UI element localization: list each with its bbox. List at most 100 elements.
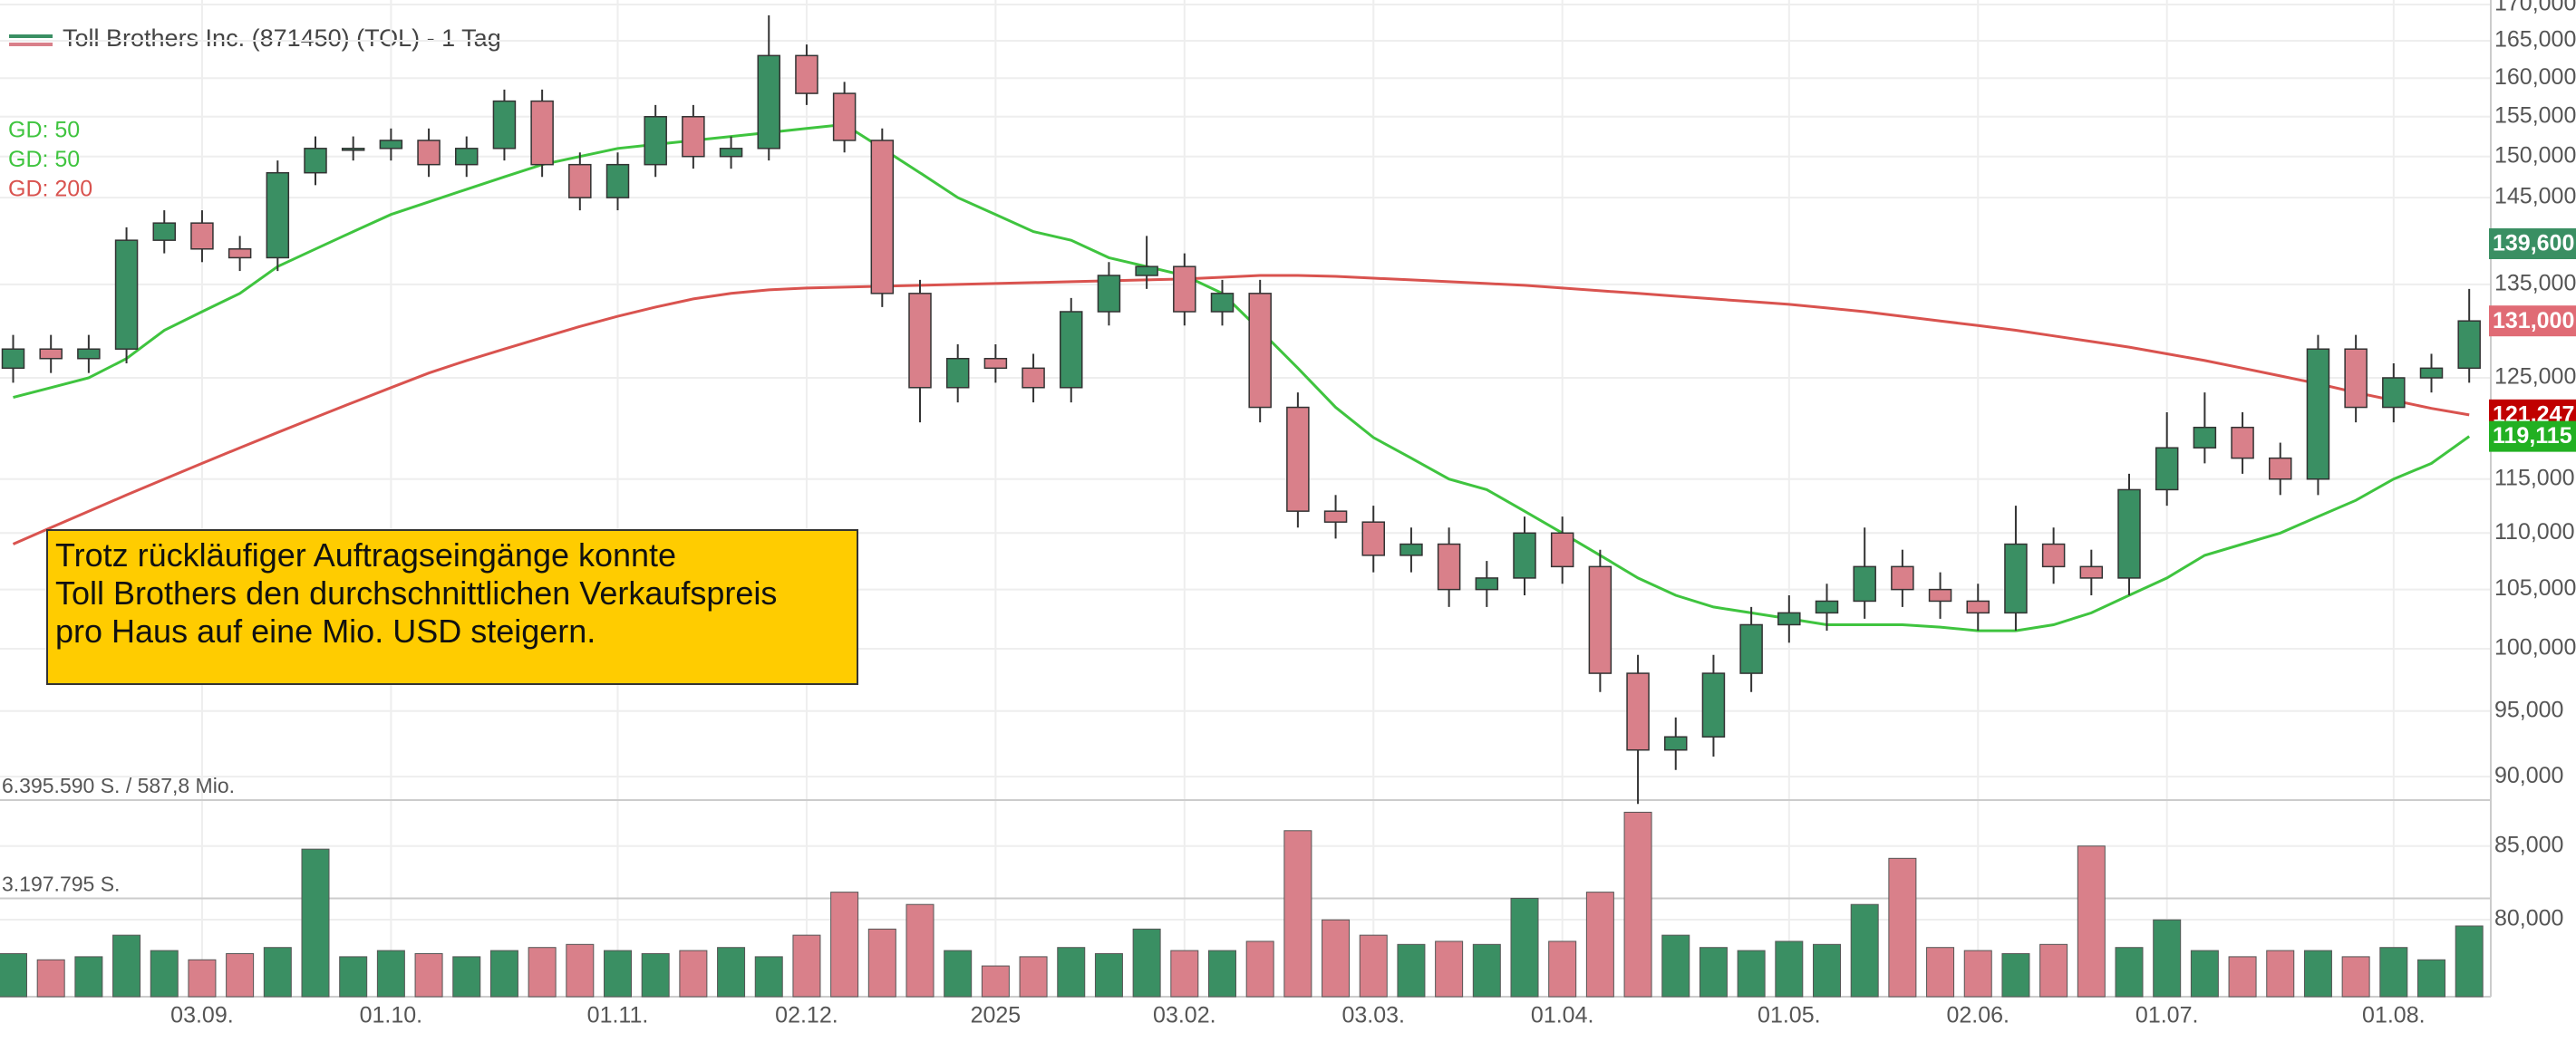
candle-body <box>1550 532 1574 568</box>
x-tick-label: 01.04. <box>1531 1003 1594 1028</box>
volume-bar <box>1397 943 1426 998</box>
volume-bar <box>414 952 443 998</box>
volume-bar <box>1435 941 1464 998</box>
volume-bar <box>1850 903 1879 998</box>
y-tick-label: 155,000 <box>2494 102 2576 128</box>
x-tick-label: 03.03. <box>1341 1003 1405 1028</box>
volume-bar <box>36 959 65 998</box>
candle-body <box>795 54 818 94</box>
volume-bar <box>452 956 481 998</box>
volume-bar <box>566 943 595 998</box>
volume-bar <box>150 950 179 998</box>
candle-body <box>1588 565 1612 674</box>
volume-bar <box>263 947 292 998</box>
candle-body <box>379 140 403 150</box>
volume-bar <box>1813 943 1841 998</box>
volume-bar <box>1737 950 1766 998</box>
volume-bar <box>2266 950 2295 998</box>
candle-body <box>1361 521 1385 556</box>
volume-bar <box>1548 941 1577 998</box>
volume-bar <box>339 956 368 998</box>
candle-body <box>190 222 214 250</box>
annotation-line: pro Haus auf eine Mio. USD steigern. <box>55 613 596 650</box>
price-tag-label: 131,000 <box>2493 308 2574 333</box>
x-tick-label: 01.07. <box>2135 1003 2199 1028</box>
volume-bar <box>2115 947 2144 998</box>
volume-bar <box>1699 947 1728 998</box>
volume-bar <box>528 947 557 998</box>
price-tag <box>2489 305 2576 337</box>
candle-body <box>2004 543 2028 614</box>
volume-bar <box>1057 947 1086 998</box>
candle-body <box>719 148 743 158</box>
candle-body <box>2269 457 2292 480</box>
annotation-box: Trotz rückläufiger Auftragseingänge konn… <box>46 529 858 685</box>
price-tag <box>2489 420 2576 452</box>
candle-body <box>644 116 667 166</box>
candle-body <box>2382 377 2406 409</box>
volume-bar <box>2190 950 2219 998</box>
y-tick-label: 95,000 <box>2494 697 2563 722</box>
volume-bar <box>301 848 330 998</box>
annotation-line: Toll Brothers den durchschnittlichen Ver… <box>55 574 778 612</box>
candle-body <box>2306 348 2330 480</box>
y-tick-label: 145,000 <box>2494 184 2576 209</box>
x-tick-label: 01.08. <box>2362 1003 2426 1028</box>
volume-bar <box>1888 857 1917 998</box>
legend-label: GD: 50 <box>8 118 80 143</box>
candle-body <box>1739 623 1763 674</box>
candle-body <box>1815 600 1839 614</box>
volume-bar <box>1585 892 1614 998</box>
y-tick-label: 105,000 <box>2494 575 2576 601</box>
legend-label: GD: 50 <box>8 147 80 172</box>
candle-body <box>304 148 327 174</box>
volume-bar <box>905 903 935 998</box>
y-tick-label: 150,000 <box>2494 142 2576 168</box>
volume-bar <box>641 952 670 998</box>
price-tag-label: 139,600 <box>2493 231 2574 256</box>
y-tick-label: 100,000 <box>2494 635 2576 661</box>
volume-bar <box>1623 811 1652 998</box>
volume-bar <box>188 959 217 998</box>
moving-average-line <box>12 274 2470 545</box>
volume-bar <box>2455 925 2484 998</box>
volume-bar <box>2379 947 2408 998</box>
volume-bar <box>1132 928 1161 998</box>
volume-tick-label: 6.395.590 S. / 587,8 Mio. <box>2 774 235 797</box>
candle-body <box>492 100 517 150</box>
volume-bar <box>489 950 518 998</box>
x-tick-label: 02.12. <box>775 1003 838 1028</box>
candle-body <box>1626 672 1650 751</box>
x-tick-label: 03.09. <box>170 1003 234 1028</box>
candle-body <box>983 357 1008 370</box>
volume-bar <box>74 956 103 998</box>
candle-body <box>2344 348 2368 409</box>
volume-bar <box>376 950 405 998</box>
volume-bar <box>2228 956 2257 998</box>
candle-body <box>2419 367 2444 379</box>
candle-body <box>417 140 441 166</box>
volume-bar <box>1170 950 1199 998</box>
candle-body <box>1664 736 1688 751</box>
candle-body <box>530 100 554 166</box>
volume-bar <box>1472 943 1501 998</box>
x-tick-label: 03.02. <box>1153 1003 1216 1028</box>
volume-bar <box>1661 934 1690 998</box>
volume-bar <box>867 928 896 998</box>
volume-bar <box>604 950 632 998</box>
candle-body <box>1060 311 1083 389</box>
candle-body <box>114 239 139 350</box>
y-tick-label: 80,000 <box>2494 906 2563 931</box>
candle-body <box>1513 532 1536 579</box>
candle-body <box>1173 265 1196 313</box>
candle-body <box>1928 588 1952 603</box>
candle-body <box>568 163 592 198</box>
grid <box>0 0 2491 997</box>
y-tick-label: 165,000 <box>2494 27 2576 53</box>
candle-body <box>1853 565 1876 603</box>
candle-body <box>2193 426 2217 449</box>
volume-bar <box>754 956 783 998</box>
candle-body <box>2117 488 2141 579</box>
volume-bar <box>830 892 859 998</box>
